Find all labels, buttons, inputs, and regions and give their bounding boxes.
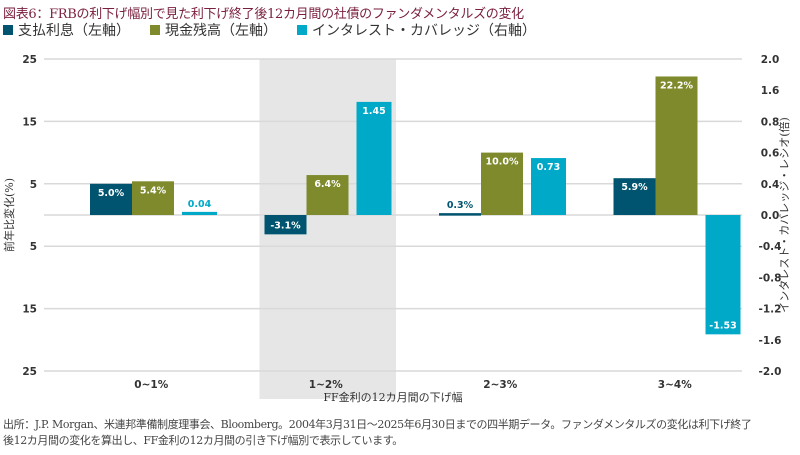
y-axis-left-title: 前年比変化(%) xyxy=(2,178,16,252)
bar xyxy=(655,76,698,215)
chart-title: 図表6：FRBの利下げ幅別で見た利下げ終了後12カ月間の社債のファンダメンタルズ… xyxy=(3,7,524,22)
x-axis-title: FF金利の12カ月間の下げ幅 xyxy=(323,390,462,404)
bar xyxy=(613,178,656,215)
y-right-tick-label: 1.6 xyxy=(761,85,780,97)
y-axis-right-title: インタレスト・カバレッジ・レシオ(倍) xyxy=(777,117,791,313)
y-right-tick-label: 0.0 xyxy=(761,210,780,222)
y-right-tick-label: 0.8 xyxy=(761,116,780,128)
legend-swatch-coverage xyxy=(297,25,307,35)
y-right-tick-label: -0.8 xyxy=(759,272,782,284)
legend-label: 支払利息（左軸） xyxy=(18,23,130,39)
y-right-tick-label: 2.0 xyxy=(761,54,780,66)
bar xyxy=(481,152,523,215)
legend: 支払利息（左軸） 現金残高（左軸） インタレスト・カバレッジ（右軸） xyxy=(3,20,536,40)
bar xyxy=(705,215,741,335)
legend-label: 現金残高（左軸） xyxy=(165,23,277,39)
y-left-tick-label: 5 xyxy=(30,179,37,191)
bar-label: 5.0% xyxy=(98,188,125,199)
legend-swatch-interest-paid xyxy=(3,25,13,35)
ticks-group: 25 15 5 5 15 25 2.0 1.6 0.8 0.6 0.4 0.0 -0.4 -0.8 -1.2… xyxy=(22,54,781,391)
y-left-tick-label: 25 xyxy=(22,366,37,378)
y-right-tick-label: 0.4 xyxy=(761,179,780,191)
bar-label: 10.0% xyxy=(486,157,519,168)
chart-svg: 5.0% -3.1% 0.3% 5.9% 5.4% 6.4% 10.0% 22.2% 0.04 1… xyxy=(2,54,791,404)
footnote-line-1: 出所：J.P. Morgan、米連邦準備制度理事会、Bloomberg。2004… xyxy=(3,418,752,431)
bars-group: 5.0% -3.1% 0.3% 5.9% 5.4% 6.4% 10.0% 22.2% 0.04 1… xyxy=(90,76,741,335)
legend-label: インタレスト・カバレッジ（右軸） xyxy=(312,23,536,39)
bar-label: 0.3% xyxy=(447,200,474,211)
bar-label: 5.9% xyxy=(621,182,648,193)
footnote-line-2: 後12カ月間の変化を算出し、FF金利の12カ月間の引き下げ幅別で表示しています。 xyxy=(3,434,403,447)
legend-item-cash: 現金残高（左軸） xyxy=(150,20,277,40)
bar-label: 6.4% xyxy=(314,179,341,190)
y-left-tick-label: 25 xyxy=(22,54,37,66)
x-tick-label: 2~3% xyxy=(483,379,517,391)
bar-label: -1.53 xyxy=(709,320,736,331)
y-right-tick-label: -1.2 xyxy=(759,304,782,316)
bar xyxy=(356,101,392,215)
y-left-tick-label: 5 xyxy=(30,241,37,253)
legend-item-coverage: インタレスト・カバレッジ（右軸） xyxy=(297,20,536,40)
y-right-tick-label: -1.6 xyxy=(759,335,782,347)
x-tick-label: 0~1% xyxy=(134,379,168,391)
bar xyxy=(264,215,307,235)
y-right-tick-label: 0.6 xyxy=(761,148,780,160)
bar xyxy=(90,183,132,215)
bar-label: 0.04 xyxy=(188,199,212,210)
y-right-tick-label: -0.4 xyxy=(759,241,782,253)
legend-item-interest-paid: 支払利息（左軸） xyxy=(3,20,130,40)
bar-label: 1.45 xyxy=(362,106,385,117)
bar xyxy=(182,211,217,215)
bar xyxy=(132,181,174,215)
bar-label: 5.4% xyxy=(140,185,167,196)
bar xyxy=(531,158,566,215)
x-tick-label: 1~2% xyxy=(309,379,343,391)
y-left-tick-label: 15 xyxy=(22,116,37,128)
bar-label: 22.2% xyxy=(660,80,693,91)
bar xyxy=(439,213,481,216)
bar xyxy=(306,175,349,215)
y-left-tick-label: 15 xyxy=(22,304,37,316)
bar-label: 0.73 xyxy=(537,162,560,173)
y-right-tick-label: -2.0 xyxy=(759,366,782,378)
footnote: 出所：J.P. Morgan、米連邦準備制度理事会、Bloomberg。2004… xyxy=(3,417,793,449)
legend-swatch-cash xyxy=(150,25,160,35)
x-tick-label: 3~4% xyxy=(658,379,692,391)
bar-label: -3.1% xyxy=(270,220,301,231)
